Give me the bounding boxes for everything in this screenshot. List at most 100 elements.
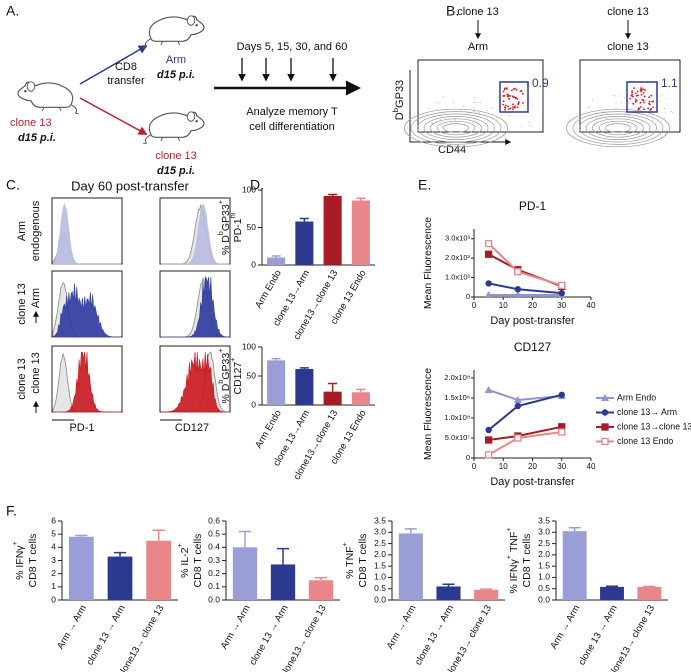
gate-frequency: 0.9 (532, 76, 549, 90)
y-axis-label-part: + (228, 358, 237, 362)
event-dot (473, 101, 475, 103)
event-dot (449, 122, 451, 124)
x-tick-label: 40 (587, 462, 596, 471)
marker (485, 426, 492, 434)
event-dot (476, 102, 478, 104)
event-dot (436, 108, 438, 110)
event-dot (634, 98, 637, 101)
marker (484, 291, 493, 299)
event-dot (659, 100, 661, 102)
event-dot (453, 119, 455, 121)
marker (601, 437, 609, 446)
event-dot (640, 90, 643, 93)
y-tick-label: 2.0x10⁸ (444, 373, 470, 382)
x-tick-label: clone 13 → Arm (84, 603, 127, 667)
event-dot (665, 97, 667, 99)
event-dot (478, 112, 480, 114)
panel-c: C. Day 60 post-transfer PD-1 CD127 (6, 177, 209, 434)
y-tick-label: 5.0x10⁷ (445, 433, 471, 442)
y-tick-label: 3 (51, 555, 56, 565)
y-tick-label: 0 (51, 594, 56, 604)
x-tick-label: Arm → Arm (548, 603, 582, 651)
y-tick-label: 1.0x10³ (445, 273, 471, 282)
y-axis-label-part: CD127 (232, 362, 244, 395)
recipient-time: d15 p.i. (157, 165, 195, 177)
x-tick-label: Arm Endo (253, 268, 284, 310)
bar (474, 589, 499, 600)
event-dot (619, 95, 621, 97)
series-line (488, 282, 562, 295)
event-dot (513, 96, 516, 99)
event-dot (508, 97, 511, 100)
event-dot (509, 115, 511, 117)
event-dot (641, 121, 643, 123)
panel-title: Day 60 post-transfer (71, 178, 189, 193)
event-dot (643, 95, 646, 98)
error-bar (75, 534, 88, 537)
y-axis-label-part: + (504, 555, 513, 559)
error-bar (404, 528, 417, 534)
timepoints: Days 5, 15, 30, and 60 (237, 41, 348, 53)
legend-label: clone 13→clone 13 (617, 421, 691, 431)
event-dot (513, 107, 516, 109)
event-dot (639, 106, 642, 108)
event-dot (521, 92, 524, 95)
histogram (160, 351, 230, 413)
event-dot (516, 106, 519, 109)
event-dot (642, 91, 645, 94)
y-tick-label: 1.0 (538, 572, 550, 582)
y-tick-label: 50 (247, 370, 257, 380)
bar (351, 200, 370, 265)
row-label: Arm (16, 221, 28, 241)
x-tick-label: 10 (499, 301, 508, 310)
mouse-icon (142, 111, 205, 144)
x-tick-label: 0 (472, 462, 477, 471)
y-axis-label-part: PD-1 (232, 218, 244, 242)
event-dot (664, 112, 666, 114)
y-tick-label: 2 (51, 568, 56, 578)
event-dot (455, 119, 457, 121)
y-axis-label-part: hi (228, 212, 237, 218)
event-dot (612, 95, 614, 97)
marker (484, 451, 493, 459)
contour (404, 108, 508, 148)
recipient-time: d15 p.i. (157, 69, 195, 81)
y-axis-label: % DbGP33+ (216, 200, 231, 255)
donor-label: clone 13 (10, 117, 52, 129)
event-dot (530, 125, 532, 127)
marker (484, 386, 493, 393)
column-label: Arm (468, 41, 488, 53)
column-label: clone 13 (607, 41, 649, 53)
y-tick-label: 0 (251, 259, 256, 269)
bar (146, 540, 172, 600)
event-dot (635, 99, 638, 102)
y-axis-label-part: CD8 T cells (27, 534, 39, 588)
marker (513, 291, 522, 299)
marker (601, 394, 609, 401)
event-dot (517, 101, 520, 103)
marker (484, 250, 493, 258)
event-dot (636, 90, 639, 93)
error-bar (442, 583, 455, 587)
error-bar (271, 255, 281, 258)
gate (626, 81, 658, 113)
event-dot (643, 108, 646, 111)
y-axis-label: CD8 T cells (521, 534, 533, 588)
x-tick-label: 20 (528, 462, 537, 471)
x-tick-label: 20 (528, 301, 537, 310)
y-axis-label-part: GP33 (220, 353, 232, 380)
chart-title: CD127 (514, 340, 552, 354)
y-axis-label-part: b (216, 380, 225, 384)
event-dot (631, 91, 633, 94)
transfer-arrow (79, 45, 148, 85)
axis (473, 229, 591, 298)
event-dot (626, 126, 628, 128)
event-dot (628, 102, 630, 104)
y-axis-label: % TNF+ (340, 542, 355, 579)
y-tick-label: 0.4 (208, 542, 220, 552)
legend-label: clone 13→ Arm (617, 407, 677, 417)
event-dot (645, 99, 647, 101)
chart-title: PD-1 (519, 199, 547, 213)
event-dot (652, 100, 654, 103)
x-tick-label: 0 (472, 301, 477, 310)
